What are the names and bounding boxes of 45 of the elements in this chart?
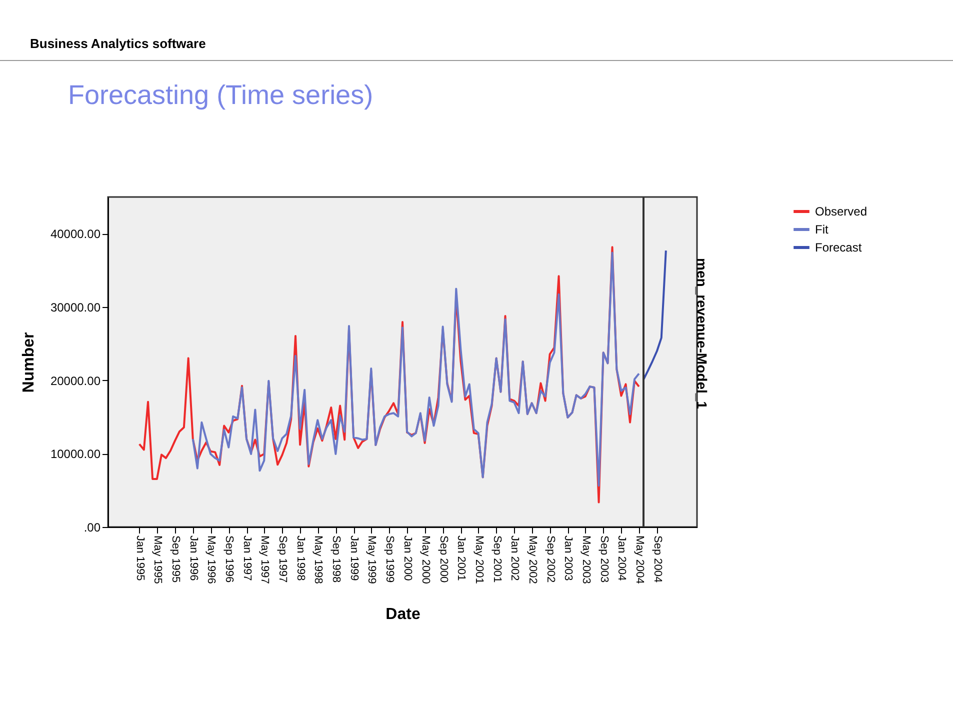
x-tick-label: Sep 2004 bbox=[651, 536, 664, 583]
x-tick-label: Sep 1997 bbox=[276, 536, 289, 583]
x-tick-label: Sep 1999 bbox=[384, 536, 396, 583]
x-axis-title: Date bbox=[386, 606, 420, 623]
x-tick-label: May 1998 bbox=[312, 536, 324, 584]
legend-label: Fit bbox=[815, 222, 829, 236]
x-tick-label: Jan 2002 bbox=[508, 536, 521, 581]
x-tick-label: Jan 1996 bbox=[187, 536, 200, 581]
x-tick-label: Jan 2001 bbox=[455, 536, 468, 581]
legend-label: Observed bbox=[815, 204, 868, 218]
x-tick-label: May 2004 bbox=[633, 536, 646, 584]
x-tick-label: Jan 1995 bbox=[134, 536, 146, 581]
x-tick-label: May 2001 bbox=[472, 536, 485, 584]
x-tick-label: Jan 1997 bbox=[241, 536, 254, 581]
y-tick-label: 10000.00 bbox=[50, 447, 101, 462]
chart-title: Forecasting (Time series) bbox=[68, 80, 374, 111]
x-tick-label: Sep 1998 bbox=[330, 536, 342, 583]
x-tick-label: May 2002 bbox=[526, 536, 538, 584]
x-tick-label: May 1996 bbox=[205, 536, 218, 584]
y-axis-title: Number bbox=[20, 332, 38, 393]
text: Business Analytics software bbox=[30, 36, 206, 51]
x-tick-label: May 1995 bbox=[151, 536, 164, 584]
x-tick-label: Sep 1996 bbox=[223, 536, 236, 583]
y-tick-label: 40000.00 bbox=[50, 227, 101, 242]
annotation: men_revenue-Model_1 bbox=[694, 258, 710, 409]
y-tick-label: .00 bbox=[84, 520, 101, 534]
x-tick-label: Sep 1995 bbox=[169, 536, 182, 583]
x-tick-label: Jan 1999 bbox=[348, 536, 360, 581]
x-tick-label: Jan 2004 bbox=[616, 536, 628, 581]
x-tick-label: May 1997 bbox=[258, 536, 271, 584]
x-tick-label: Sep 2001 bbox=[490, 536, 503, 583]
x-tick-label: Jan 2000 bbox=[402, 536, 414, 581]
x-tick-label: Sep 2003 bbox=[598, 536, 610, 583]
x-tick-label: Jan 1998 bbox=[294, 536, 307, 581]
x-tick-label: May 1999 bbox=[366, 536, 378, 584]
y-tick-label: 20000.00 bbox=[50, 374, 101, 388]
x-tick-label: Jan 2003 bbox=[562, 536, 574, 581]
x-tick-label: Sep 2000 bbox=[437, 536, 450, 583]
legend-label: Forecast bbox=[815, 240, 862, 254]
x-tick-label: May 2000 bbox=[419, 536, 432, 584]
x-tick-label: May 2003 bbox=[580, 536, 592, 584]
line-series bbox=[642, 250, 667, 381]
line-series bbox=[192, 252, 640, 487]
y-tick-label: 30000.00 bbox=[50, 300, 101, 314]
x-tick-label: Sep 2002 bbox=[544, 536, 556, 583]
